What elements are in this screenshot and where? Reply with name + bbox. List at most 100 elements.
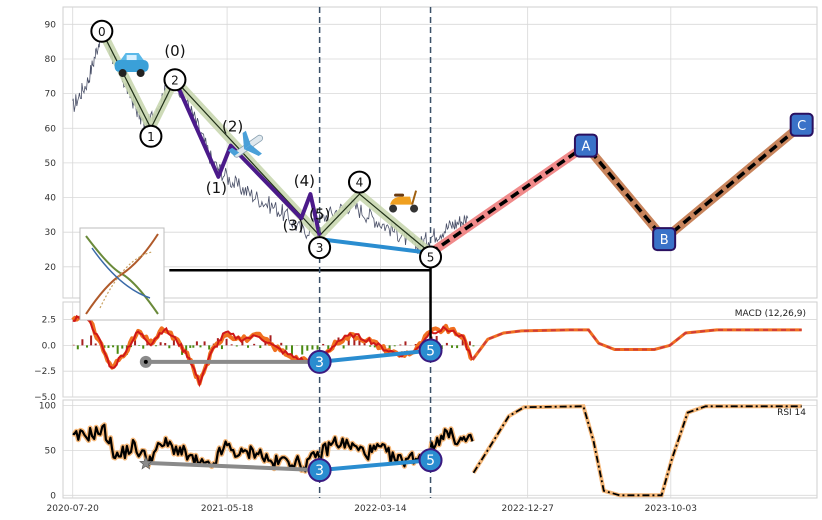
macd-histogram-bar xyxy=(264,342,267,346)
price-y-tick-label: 70 xyxy=(45,90,57,100)
macd-start-dot-center xyxy=(143,359,148,364)
axis-tick-labels: 2020-07-20 2021-05-18 2022-03-14 2022-12-27… xyxy=(34,20,697,514)
rsi-line xyxy=(72,423,474,473)
macd-projection-dashed xyxy=(471,328,802,361)
primary-wave-line xyxy=(101,31,431,254)
plane-tail xyxy=(228,147,240,156)
price-panel xyxy=(72,27,805,272)
wave-point-label: 2 xyxy=(171,73,179,87)
macd-histogram-bar xyxy=(138,345,141,346)
macd-histogram-bar xyxy=(472,345,475,347)
macd-histogram-bar xyxy=(90,335,93,346)
wave-point-circle xyxy=(139,124,163,148)
macd-histogram-bar xyxy=(327,345,330,350)
macd-histogram-bar xyxy=(195,341,198,346)
macd-histogram-bar xyxy=(112,345,115,348)
macd-histogram-bar xyxy=(116,345,119,354)
sub-wave-line xyxy=(173,78,322,237)
x-tick-label: 2022-03-14 xyxy=(354,504,407,514)
macd-histogram-bar xyxy=(86,345,89,348)
macd-histogram-bar xyxy=(121,345,124,349)
macd-histogram-bar xyxy=(155,345,158,347)
x-tick-label: 2020-07-20 xyxy=(47,504,100,514)
scooter-emoji-icon xyxy=(389,190,419,213)
rsi-y-tick-label: 50 xyxy=(45,446,57,456)
car-wheel xyxy=(118,69,127,78)
plane-wing xyxy=(244,144,262,156)
price-y-tick-label: 30 xyxy=(45,228,57,238)
price-y-tick-label: 60 xyxy=(45,124,57,134)
x-tick-label: 2022-12-27 xyxy=(502,504,554,514)
macd-histogram-bar xyxy=(414,344,417,346)
plane-wing xyxy=(242,130,251,150)
macd-histogram-bar xyxy=(208,345,211,350)
rsi-panel xyxy=(71,404,802,498)
wave-point-circle xyxy=(419,245,443,269)
projection-point-label: B xyxy=(660,233,669,248)
macd-histogram-bar xyxy=(159,342,162,346)
macd-divergence-node xyxy=(418,338,443,363)
thumbnail-frame xyxy=(79,227,165,321)
pattern-thumbnail-icon xyxy=(79,227,165,321)
rsi-panel-label: RSI 14 xyxy=(777,408,806,418)
macd-histogram-bar xyxy=(461,336,464,346)
macd-histogram-bar xyxy=(347,338,350,346)
macd-histogram-bar xyxy=(445,342,448,346)
macd-histogram-bar xyxy=(164,342,167,346)
scooter-wheel xyxy=(410,204,419,213)
wave-point-label: 5 xyxy=(427,250,435,264)
car-wheel xyxy=(136,69,145,78)
projection-point-badge xyxy=(652,227,677,252)
macd-histogram-bar xyxy=(306,345,309,351)
projection-point-label: A xyxy=(581,140,590,155)
macd-histogram-bar xyxy=(192,345,195,348)
macd-y-tick-label: −5.0 xyxy=(34,393,56,403)
macd-divergence-label: 5 xyxy=(426,344,435,360)
wave-point-circle xyxy=(308,236,332,260)
macd-histogram-bar xyxy=(134,339,137,346)
sub-wave-label: (3) xyxy=(283,216,304,234)
macd-histogram-bar xyxy=(199,345,202,348)
sub-wave-label: (0) xyxy=(164,42,185,60)
rsi-y-tick-label: 100 xyxy=(39,401,56,411)
macd-histogram-bar xyxy=(316,345,319,350)
macd-y-tick-label: 0.0 xyxy=(42,341,57,351)
sub-wave-label: (5) xyxy=(309,206,330,224)
macd-histogram-bar xyxy=(230,344,233,346)
rsi-start-star-icon xyxy=(139,456,153,470)
macd-y-tick-label: −2.5 xyxy=(34,367,56,377)
macd-divergence-line xyxy=(319,348,431,364)
macd-histogram-bar xyxy=(353,337,356,346)
car-body xyxy=(114,60,149,73)
macd-histogram-bar xyxy=(369,345,372,347)
macd-y-tick-label: 2.5 xyxy=(42,316,56,326)
price-y-tick-label: 50 xyxy=(45,159,57,169)
price-y-tick-label: 20 xyxy=(45,263,57,273)
rsi-divergence-line xyxy=(319,458,431,473)
macd-divergence-label: 3 xyxy=(315,355,324,371)
macd-histogram-bar xyxy=(388,345,391,351)
macd-histogram-bar xyxy=(189,345,192,348)
wave-point-label: 1 xyxy=(147,130,155,144)
macd-histogram-bar xyxy=(285,345,288,350)
sub-wave-label: (2) xyxy=(222,118,243,136)
wave-point-circle xyxy=(347,170,371,194)
wave-point-label: 3 xyxy=(316,241,324,255)
macd-panel xyxy=(71,310,802,388)
macd-histogram-bar xyxy=(225,338,228,346)
grid-lines xyxy=(63,7,817,498)
rsi-divergence-node xyxy=(307,458,332,483)
macd-histogram-bar xyxy=(393,345,396,347)
price-y-tick-label: 80 xyxy=(45,55,57,65)
macd-histogram-bar xyxy=(259,345,262,349)
macd-histogram-bar xyxy=(172,335,175,346)
wave-point-circle xyxy=(163,68,187,92)
macd-histogram-bar xyxy=(72,344,75,346)
scooter-body xyxy=(390,196,413,205)
divergence-line xyxy=(319,237,431,255)
macd-histogram-bar xyxy=(468,341,471,346)
rsi-y-tick-label: 0 xyxy=(50,491,56,501)
rsi-divergence-label: 3 xyxy=(315,463,324,479)
projection-point-badge xyxy=(789,112,814,137)
scooter-wheel xyxy=(389,204,398,213)
